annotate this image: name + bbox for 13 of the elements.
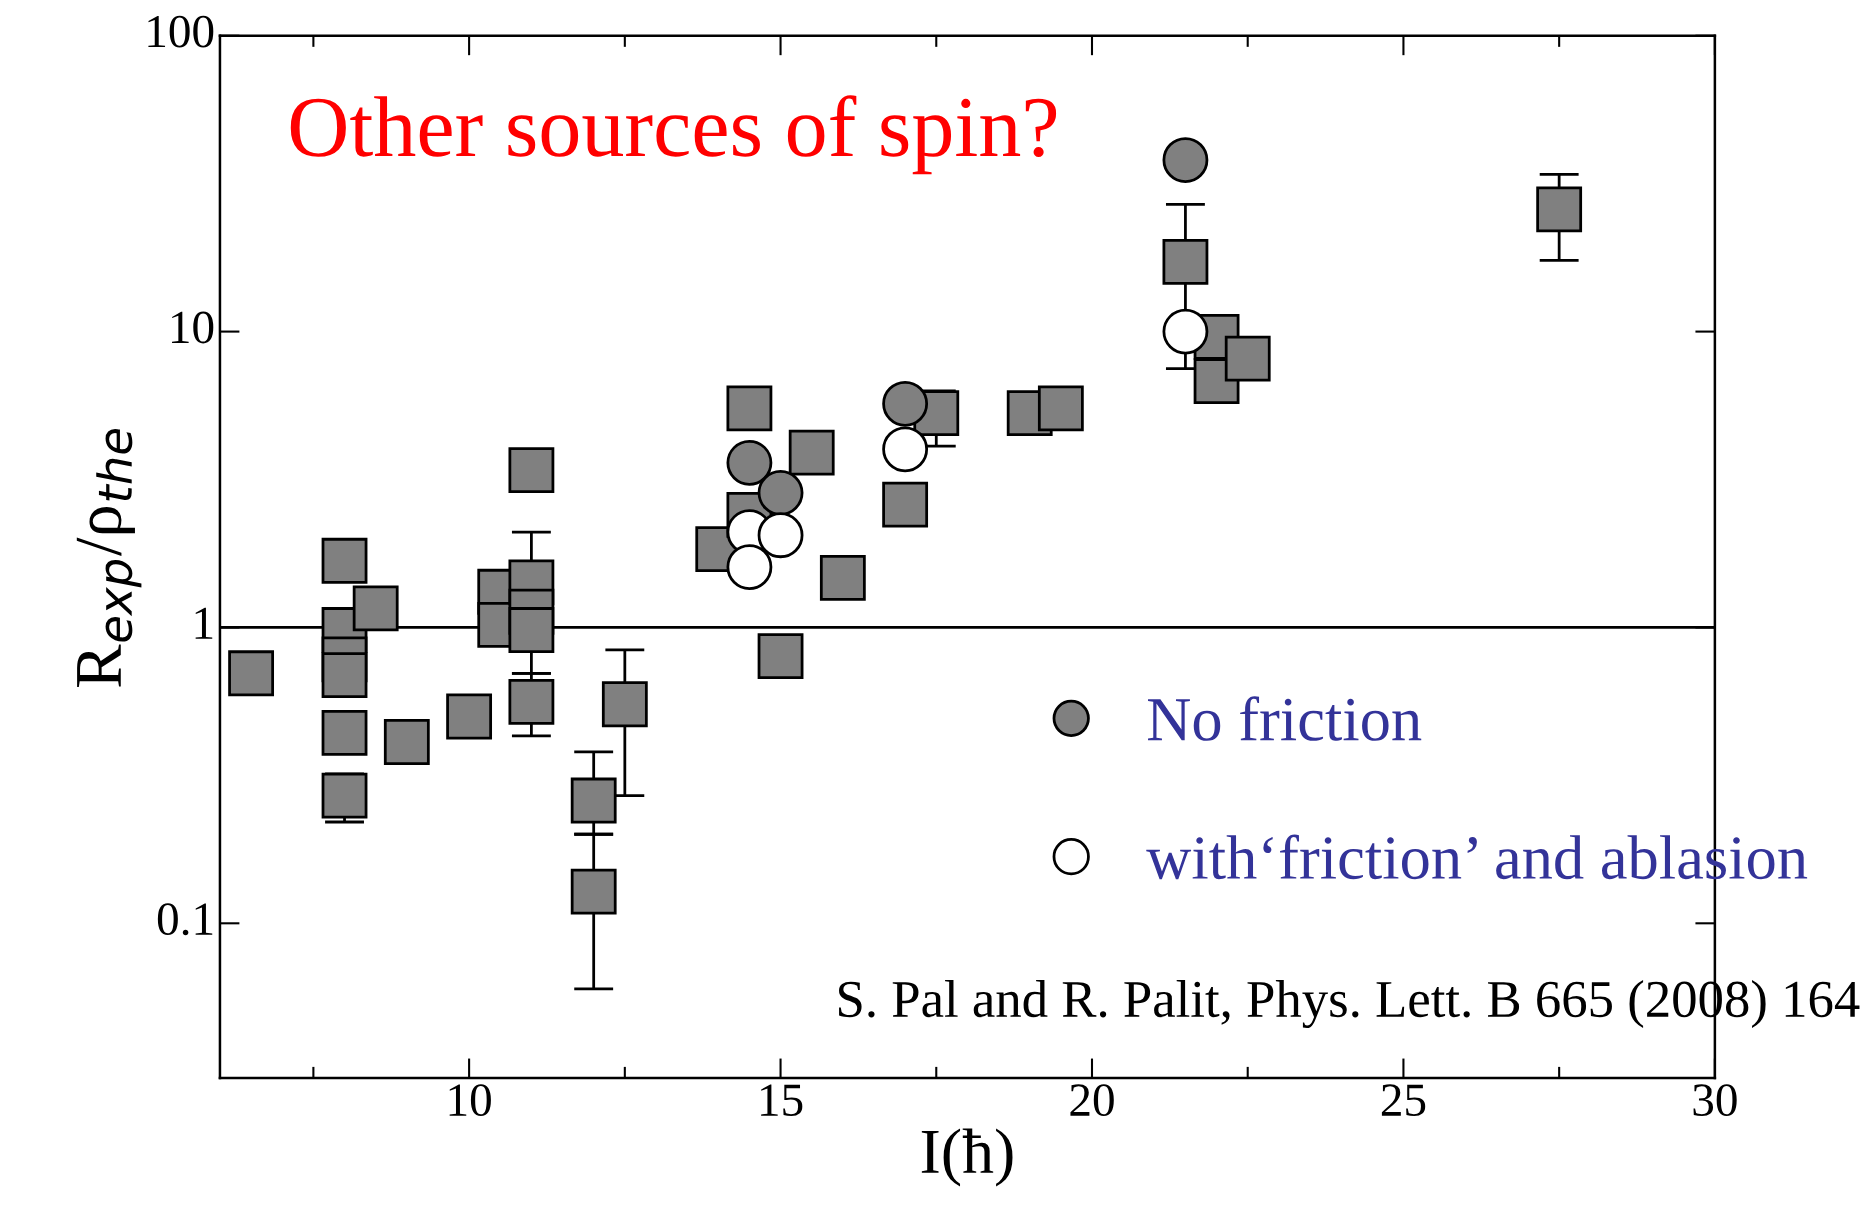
y-tick-label: 0.1 <box>157 903 213 936</box>
y-axis-title: R$_{exp}$/ρ$_{the}$ <box>76 429 142 687</box>
x-tick-label: 15 <box>761 1084 803 1117</box>
y-tick-label: 100 <box>148 15 214 48</box>
legend-label: No friction <box>1148 696 1422 741</box>
y-tick-label: 1 <box>195 607 213 639</box>
x-tick-label: 20 <box>1070 1084 1114 1117</box>
x-axis-title: I(ħ) <box>921 1128 1013 1187</box>
x-tick-label: 30 <box>1693 1084 1737 1117</box>
x-tick-label: 25 <box>1381 1084 1426 1117</box>
annotation: Other sources of spin? <box>290 95 1057 175</box>
y-tick-label: 10 <box>172 311 214 344</box>
x-tick-label: 10 <box>449 1084 491 1117</box>
